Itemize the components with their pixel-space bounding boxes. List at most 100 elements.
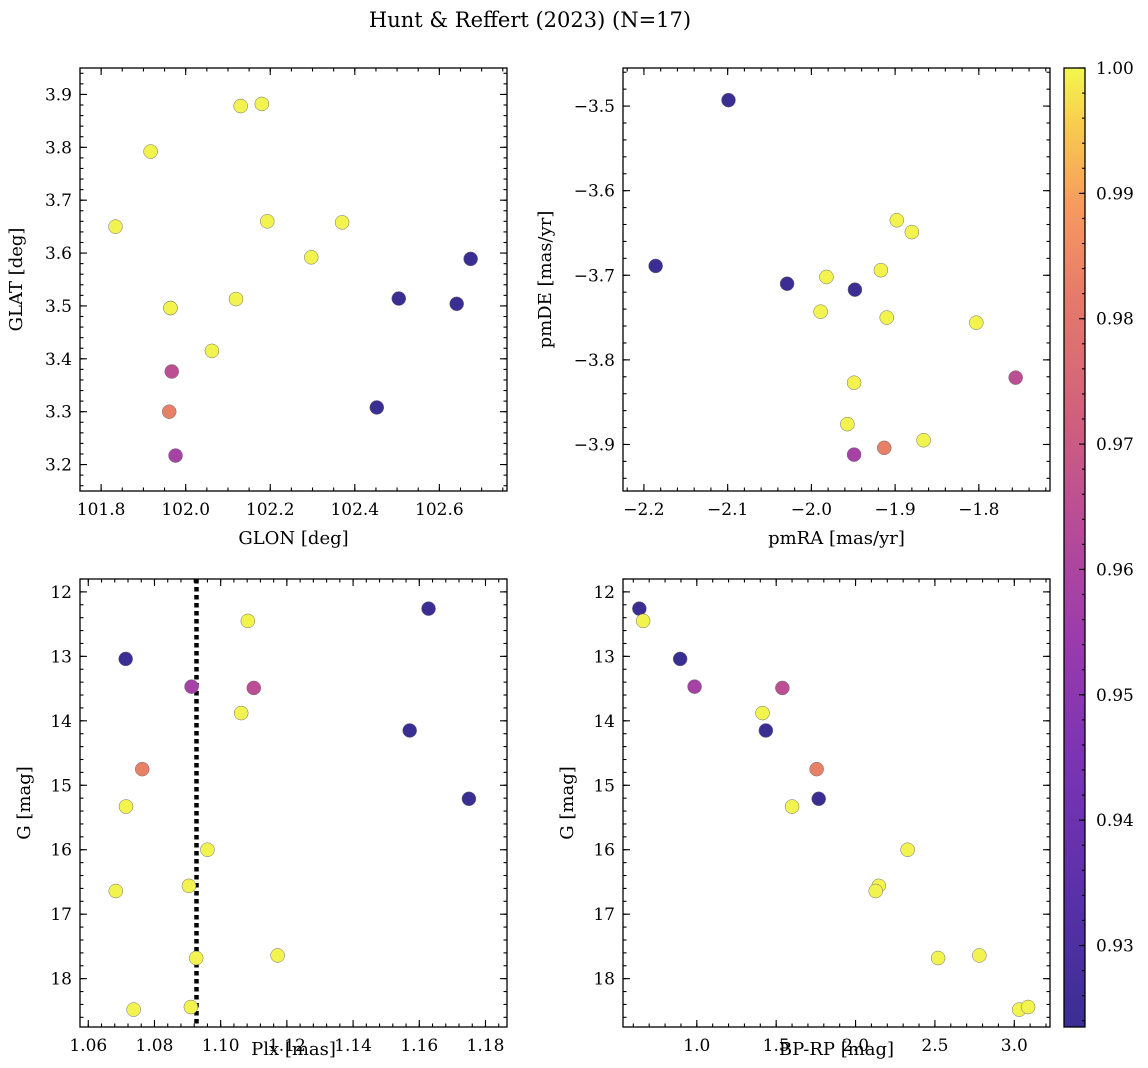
data-point bbox=[126, 1002, 141, 1017]
x-tick-label: 3.0 bbox=[1001, 1036, 1028, 1056]
data-point bbox=[118, 799, 134, 814]
colorbar-tick-label: 1.00 bbox=[1096, 59, 1134, 79]
data-point bbox=[246, 680, 262, 696]
y-tick-label: 3.4 bbox=[45, 350, 72, 370]
data-point bbox=[809, 761, 824, 777]
x-tick-label: 102.4 bbox=[330, 500, 379, 520]
data-point bbox=[840, 416, 855, 432]
y-tick-label: −3.8 bbox=[574, 351, 615, 371]
colorbar-tick-label: 0.93 bbox=[1096, 937, 1134, 957]
x-tick-label: 1.12 bbox=[268, 1036, 306, 1056]
y-tick-label: 15 bbox=[593, 776, 615, 796]
y-tick-label: −3.9 bbox=[574, 435, 615, 455]
x-tick-label: 2.5 bbox=[921, 1036, 948, 1056]
y-tick-label: 3.8 bbox=[45, 138, 72, 158]
y-tick-label: 12 bbox=[593, 583, 615, 603]
x-tick-label: 2.0 bbox=[842, 1036, 869, 1056]
data-point bbox=[228, 291, 244, 307]
x-tick-label: 1.10 bbox=[202, 1036, 240, 1056]
data-point bbox=[108, 883, 123, 899]
y-tick-label: 13 bbox=[50, 647, 72, 667]
data-point bbox=[134, 761, 150, 777]
colorbar-tick-label: 0.98 bbox=[1096, 310, 1134, 330]
data-point bbox=[108, 219, 123, 234]
data-point bbox=[461, 791, 477, 807]
data-point bbox=[164, 364, 179, 379]
x-tick-label: 1.14 bbox=[334, 1036, 372, 1056]
data-point bbox=[873, 262, 889, 278]
data-point bbox=[784, 799, 800, 814]
y-tick-label: 3.6 bbox=[45, 244, 72, 264]
data-point bbox=[304, 250, 319, 265]
colorbar-tick-label: 0.94 bbox=[1096, 811, 1134, 831]
data-point bbox=[163, 300, 178, 316]
y-tick-label: 14 bbox=[593, 712, 615, 732]
data-point bbox=[969, 315, 984, 330]
scatter-panel-3: 1.06 1.08 1.10 1.12 1.14 1.16 1.18 12 13 14 15 16 17… bbox=[14, 578, 508, 1060]
data-point bbox=[204, 343, 220, 359]
data-point bbox=[876, 440, 892, 456]
x-tick-label: −1.8 bbox=[958, 500, 999, 520]
data-point bbox=[270, 948, 285, 963]
x-tick-label: 1.16 bbox=[400, 1036, 438, 1056]
x-tick-label: 102.6 bbox=[415, 500, 464, 520]
data-point bbox=[930, 950, 946, 966]
data-point bbox=[233, 705, 249, 721]
data-point bbox=[846, 375, 862, 390]
y-tick-label: 3.9 bbox=[45, 85, 72, 105]
data-point bbox=[672, 651, 688, 667]
y-tick-label: 15 bbox=[50, 776, 72, 796]
x-tick-label: −1.9 bbox=[874, 500, 915, 520]
x-tick-label: 101.8 bbox=[77, 500, 126, 520]
y-tick-label: 17 bbox=[593, 905, 615, 925]
data-point bbox=[900, 842, 915, 857]
data-point bbox=[879, 310, 894, 325]
data-point bbox=[421, 601, 436, 616]
data-point bbox=[449, 296, 464, 312]
y-axis-label: G [mag] bbox=[14, 766, 35, 839]
data-point bbox=[1008, 370, 1023, 385]
x-tick-label: −2.0 bbox=[791, 500, 832, 520]
data-point bbox=[143, 144, 158, 159]
data-point bbox=[758, 723, 774, 738]
data-point bbox=[721, 92, 736, 108]
data-point bbox=[260, 214, 275, 229]
y-tick-label: 18 bbox=[593, 970, 615, 990]
data-point bbox=[233, 98, 248, 114]
scatter-panel-4: 1.0 1.5 2.0 2.5 3.0 12 13 14 15 16 17 18 BP-RP [mag]… bbox=[557, 578, 1051, 1060]
y-tick-label: 3.7 bbox=[45, 191, 72, 211]
data-point bbox=[648, 258, 663, 274]
data-point bbox=[334, 215, 350, 230]
y-tick-label: 3.3 bbox=[45, 403, 72, 423]
x-tick-label: −2.2 bbox=[623, 500, 664, 520]
data-point bbox=[463, 251, 478, 267]
data-point bbox=[755, 705, 770, 721]
data-point bbox=[1020, 999, 1036, 1015]
data-point bbox=[904, 224, 920, 240]
colorbar-gradient bbox=[1064, 68, 1085, 1027]
x-tick-label: 1.06 bbox=[69, 1036, 107, 1056]
data-point bbox=[916, 432, 931, 448]
y-tick-label: −3.5 bbox=[574, 97, 615, 117]
data-point bbox=[632, 601, 647, 616]
y-axis-label: G [mag] bbox=[557, 766, 578, 839]
x-tick-label: 1.0 bbox=[683, 1036, 710, 1056]
y-tick-label: 16 bbox=[593, 841, 615, 861]
y-tick-label: 13 bbox=[593, 647, 615, 667]
y-tick-label: 3.2 bbox=[45, 456, 72, 476]
axes-frame bbox=[79, 67, 508, 492]
y-tick-label: −3.7 bbox=[574, 266, 615, 286]
data-point bbox=[181, 878, 197, 894]
colorbar-tick-label: 0.99 bbox=[1096, 184, 1134, 204]
data-point bbox=[168, 448, 183, 463]
data-point bbox=[200, 842, 215, 857]
colorbar: 0.93 0.94 0.95 0.96 0.97 0.98 0.99 1.00 bbox=[1063, 59, 1134, 1028]
data-point bbox=[846, 447, 862, 462]
scatter-panel-2: −2.2 −2.1 −2.0 −1.9 −1.8 −3.9 −3.8 −3.7 −3.6 −3.5… bbox=[535, 67, 1051, 549]
axes-frame bbox=[622, 67, 1051, 492]
data-point bbox=[391, 291, 407, 306]
data-point bbox=[254, 96, 270, 112]
data-point bbox=[161, 404, 177, 419]
y-tick-label: 3.5 bbox=[45, 297, 72, 317]
